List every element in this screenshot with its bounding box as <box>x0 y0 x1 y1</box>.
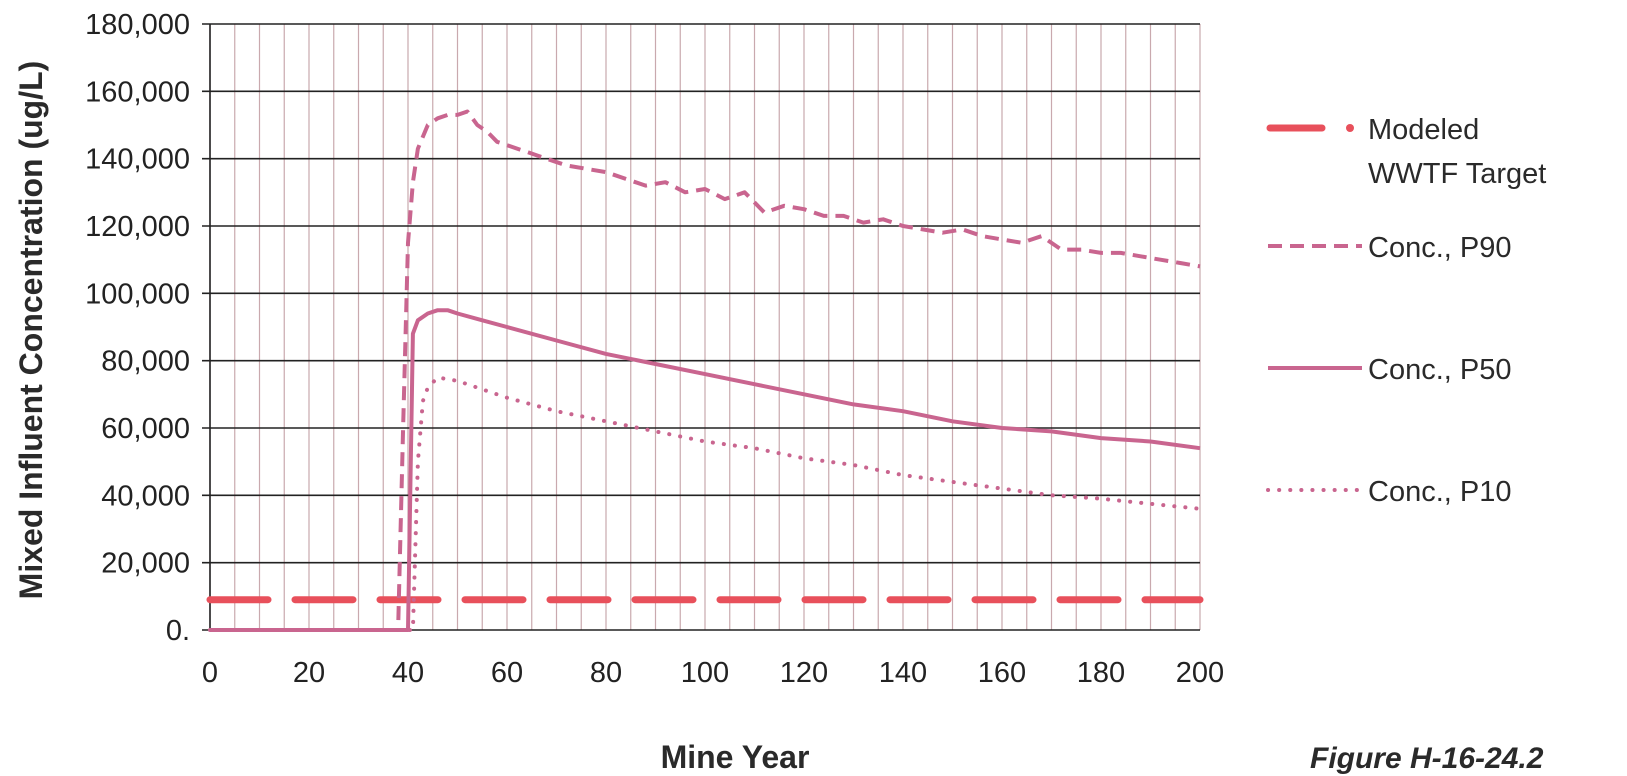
x-tick-label: 180 <box>1077 657 1125 689</box>
x-tick-label: 60 <box>491 657 523 689</box>
legend-label: Conc., P10 <box>1368 476 1511 508</box>
major-gridlines <box>202 23 1200 631</box>
x-tick-label: 80 <box>590 657 622 689</box>
x-axis-tick-labels: 0 20 40 60 80 100 120 140 160 180 200 <box>202 657 1224 689</box>
legend: Modeled WWTF Target Conc., P90 Conc., P50 Co… <box>1266 114 1546 508</box>
legend-label: Conc., P90 <box>1368 232 1511 264</box>
series-line-dotted <box>208 375 1202 632</box>
legend-label: Modeled <box>1368 114 1479 146</box>
y-tick-label: 140,000 <box>85 144 190 176</box>
y-tick-label: 100,000 <box>85 278 190 310</box>
y-tick-label: 40,000 <box>101 480 190 512</box>
x-tick-label: 20 <box>293 657 325 689</box>
y-tick-label: 180,000 <box>85 9 190 41</box>
y-tick-label: 60,000 <box>101 413 190 445</box>
series-line-solid <box>210 308 1201 632</box>
x-tick-label: 0 <box>202 657 218 689</box>
y-tick-label: 0. <box>166 615 190 647</box>
y-tick-label: 20,000 <box>101 548 190 580</box>
y-tick-label: 160,000 <box>85 76 190 108</box>
x-tick-label: 140 <box>879 657 927 689</box>
series-lines <box>206 109 1204 632</box>
y-tick-label: 80,000 <box>101 346 190 378</box>
x-tick-label: 160 <box>978 657 1026 689</box>
legend-label: Conc., P50 <box>1368 354 1511 386</box>
y-tick-label: 120,000 <box>85 211 190 243</box>
legend-label: WWTF Target <box>1368 158 1546 190</box>
minor-gridlines <box>209 24 1201 630</box>
legend-swatch-dot <box>1346 124 1354 132</box>
x-tick-label: 100 <box>681 657 729 689</box>
x-tick-label: 40 <box>392 657 424 689</box>
x-tick-label: 200 <box>1176 657 1224 689</box>
figure-label: Figure H-16-24.2 <box>1310 742 1544 775</box>
y-axis-title: Mixed Influent Concentration (ug/L) <box>13 61 49 600</box>
series-line-dash <box>210 109 1201 632</box>
x-axis-title: Mine Year <box>661 739 810 775</box>
y-axis-tick-labels: 0. 20,000 40,000 60,000 80,000 100,000 120,000… <box>85 9 190 647</box>
x-tick-label: 120 <box>780 657 828 689</box>
